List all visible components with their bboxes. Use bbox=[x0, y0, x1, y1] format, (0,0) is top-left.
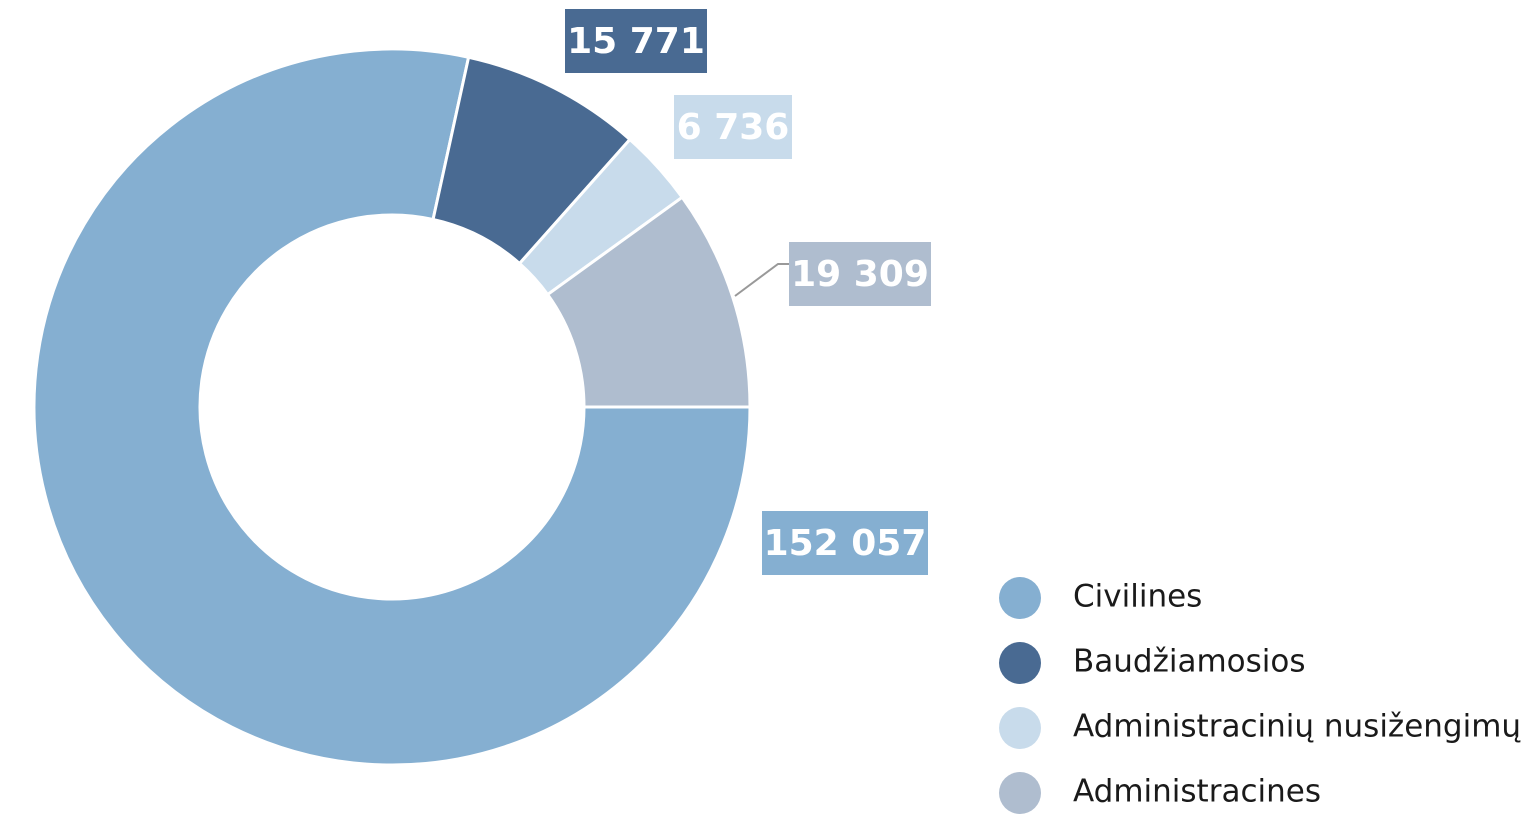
leader-line bbox=[734, 263, 790, 297]
value-label-box bbox=[674, 95, 792, 159]
legend-label: Administracines bbox=[1073, 774, 1321, 810]
value-label: 15 771 bbox=[567, 21, 705, 62]
legend-label: Baudžiamosios bbox=[1073, 644, 1306, 680]
legend-label: Administracinių nusižengimų bbox=[1073, 709, 1521, 745]
legend-swatch bbox=[999, 577, 1041, 619]
value-label: 152 057 bbox=[764, 523, 927, 564]
donut-slice bbox=[545, 195, 752, 409]
legend-swatch bbox=[999, 707, 1041, 749]
value-label-box bbox=[565, 9, 707, 73]
value-label: 6 736 bbox=[677, 107, 790, 148]
donut-slice bbox=[32, 47, 752, 767]
value-label-box bbox=[762, 511, 928, 575]
value-label: 19 309 bbox=[791, 254, 929, 295]
legend-label: Civilines bbox=[1073, 579, 1202, 615]
legend-swatch bbox=[999, 772, 1041, 814]
value-label-box bbox=[789, 242, 931, 306]
legend-swatch bbox=[999, 642, 1041, 684]
